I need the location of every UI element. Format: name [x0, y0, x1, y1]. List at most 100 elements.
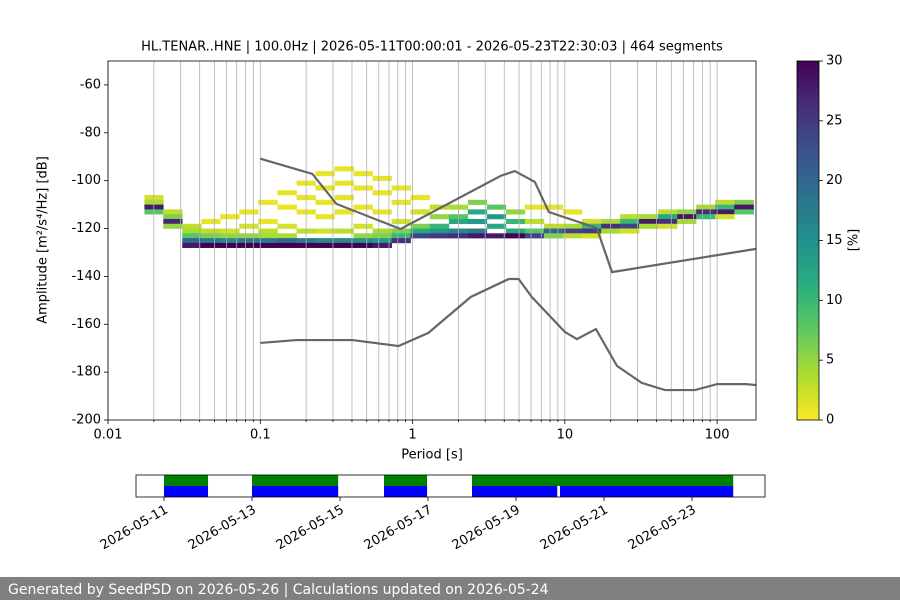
psd-cell — [467, 199, 488, 205]
psd-cell — [696, 214, 716, 220]
psd-cell — [486, 233, 507, 239]
psd-cell — [543, 228, 564, 234]
psd-cell — [239, 209, 259, 215]
availability-bar — [164, 486, 209, 497]
x-tick-label: 2026-05-15 — [274, 503, 347, 554]
psd-cell — [334, 209, 354, 215]
psd-cell — [620, 228, 640, 234]
colorbar-tick-label: 15 — [826, 233, 843, 248]
psd-cell — [639, 218, 659, 225]
colorbar-tick-label: 20 — [826, 173, 843, 188]
psd-cell — [163, 223, 183, 229]
y-tick-label: -200 — [71, 413, 101, 428]
footer-bar — [0, 577, 900, 600]
y-tick-label: -120 — [71, 221, 101, 236]
psd-cell — [524, 233, 545, 239]
psd-cell — [620, 218, 640, 225]
y-tick-label: -160 — [71, 317, 101, 332]
psd-cell — [220, 228, 240, 234]
x-tick-label: 0.1 — [250, 428, 271, 443]
psd-cell — [524, 218, 545, 225]
psd-cell — [353, 238, 373, 244]
x-tick-label: 2026-05-13 — [186, 503, 259, 554]
x-tick-label: 10 — [557, 428, 574, 443]
availability-bar — [252, 486, 339, 497]
psd-cell — [429, 228, 450, 234]
psd-cell — [334, 195, 354, 201]
psd-cell — [467, 228, 488, 234]
psd-cell — [696, 204, 716, 210]
psd-cell — [715, 209, 735, 215]
psd-cell — [239, 242, 259, 248]
psd-cell — [315, 228, 335, 234]
x-tick-label: 100 — [705, 428, 730, 443]
psd-cell — [353, 185, 373, 191]
psd-cell — [467, 209, 488, 215]
psd-cell — [410, 223, 431, 229]
y-tick-label: -140 — [71, 269, 101, 284]
y-axis-label: Amplitude [m²/s⁴/Hz] [dB] — [36, 156, 51, 324]
psd-cell — [334, 238, 354, 244]
psd-cell — [391, 228, 411, 234]
psd-cell — [334, 180, 354, 186]
psd-cell — [734, 204, 754, 210]
psd-cell — [372, 175, 392, 181]
psd-cell — [315, 185, 335, 191]
psd-cell — [258, 218, 278, 225]
psd-cell — [353, 223, 373, 229]
psd-cell — [582, 218, 602, 225]
psd-cell — [486, 204, 507, 210]
psd-cell — [277, 190, 297, 196]
psd-cell — [543, 223, 564, 229]
psd-cell — [353, 171, 373, 177]
psd-cell — [505, 218, 526, 225]
psd-cell — [163, 218, 183, 225]
psd-cell — [582, 228, 602, 234]
availability-bar — [471, 475, 734, 486]
psd-cell — [410, 209, 431, 215]
psd-cell — [391, 185, 411, 191]
psd-cell — [639, 223, 659, 229]
psd-cell — [258, 199, 278, 205]
psd-cell — [334, 228, 354, 234]
psd-cell — [220, 238, 240, 244]
psd-cell — [163, 214, 183, 220]
psd-cell — [353, 233, 373, 239]
psd-cell — [220, 242, 240, 248]
psd-cell — [353, 242, 373, 248]
availability-bar — [164, 475, 209, 486]
noise-model-line — [260, 277, 756, 392]
availability-bar — [384, 486, 428, 497]
psd-cell — [658, 218, 678, 225]
psd-cell — [391, 238, 411, 244]
availability-bar — [384, 475, 428, 486]
psd-cell — [658, 214, 678, 220]
y-tick-label: -80 — [80, 125, 101, 140]
psd-cell — [239, 233, 259, 239]
footer-text: Generated by SeedPSD on 2026-05-26 | Cal… — [8, 582, 549, 598]
psd-cell — [639, 214, 659, 220]
psd-cell — [505, 209, 526, 215]
psd-cell — [562, 233, 583, 239]
psd-cell — [372, 228, 392, 234]
psd-cell — [182, 223, 202, 229]
x-tick-label: 2026-05-19 — [450, 503, 523, 554]
psd-cell — [562, 223, 583, 229]
psd-cell — [315, 214, 335, 220]
psd-cell — [505, 233, 526, 239]
psd-cell — [562, 209, 583, 215]
psd-cell — [677, 218, 697, 225]
psd-cell — [277, 238, 297, 244]
psd-cell — [258, 242, 278, 248]
psd-cell — [715, 214, 735, 220]
psd-cell — [258, 233, 278, 239]
psd-cell — [315, 238, 335, 244]
psd-cell — [315, 171, 335, 177]
colorbar-tick-label: 10 — [826, 293, 843, 308]
noise-model-line — [259, 157, 756, 274]
y-tick-label: -60 — [80, 77, 101, 92]
x-tick-label: 2026-05-21 — [538, 503, 611, 554]
colorbar-tick-label: 30 — [826, 54, 843, 69]
psd-cell — [315, 199, 335, 205]
